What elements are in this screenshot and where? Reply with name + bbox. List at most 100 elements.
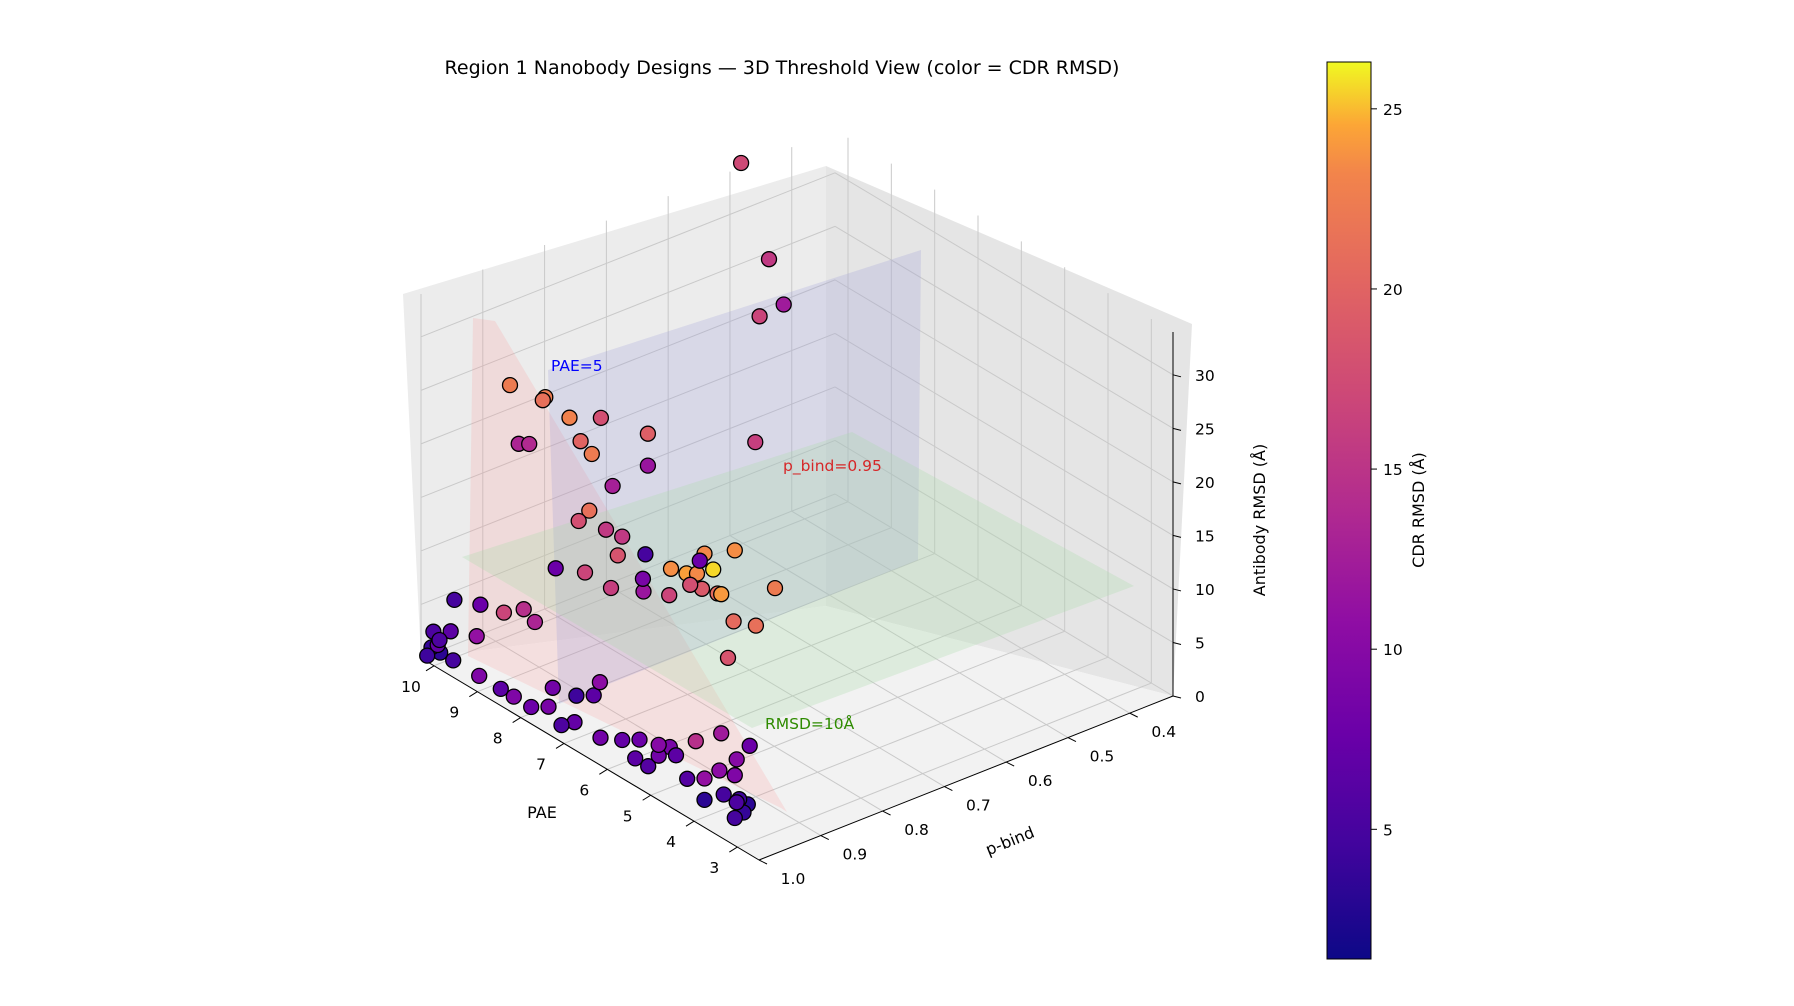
grid-line-z [420, 332, 836, 498]
data-point [614, 528, 631, 545]
x-tick-label: 7 [536, 755, 546, 773]
y-tick-label: 1.0 [781, 870, 806, 888]
data-point [760, 251, 778, 268]
data-point [747, 617, 765, 634]
data-point [544, 679, 561, 696]
data-point [472, 596, 489, 613]
data-point [609, 547, 626, 564]
data-point [728, 794, 745, 811]
axes-panes [403, 166, 1192, 860]
x-tick-label: 9 [449, 704, 459, 722]
x-tick-mark [599, 768, 608, 775]
annotation-pbind: p_bind=0.95 [783, 457, 882, 476]
data-point [547, 560, 564, 577]
data-point [732, 154, 750, 172]
z-tick-label: 15 [1195, 527, 1215, 545]
x-tick-mark [425, 665, 435, 672]
axis-lines [420, 332, 1182, 865]
y-tick-mark [944, 786, 953, 792]
z-tick-mark [1172, 427, 1182, 431]
data-point [534, 392, 551, 409]
grid-line-y [729, 535, 1069, 739]
data-point [540, 698, 557, 715]
chart-title: Region 1 Nanobody Designs — 3D Threshold… [445, 57, 1120, 79]
x-tick-mark [555, 743, 565, 749]
data-point [561, 409, 578, 426]
back-left-pane [403, 166, 826, 658]
x-tick-label: 5 [623, 807, 633, 825]
data-point [667, 747, 685, 764]
data-point [637, 546, 654, 563]
grid-line-x [737, 682, 1152, 848]
data-point [592, 729, 609, 746]
grid-line-z [834, 332, 1174, 536]
data-point [634, 570, 652, 587]
data-point [631, 731, 648, 748]
y-tick-label: 0.8 [904, 821, 929, 839]
data-point [492, 680, 509, 698]
data-point [614, 731, 631, 749]
grid-line-x [607, 604, 1022, 770]
x-axis-label: PAE [527, 803, 557, 822]
data-point [592, 409, 610, 427]
z-tick-label: 20 [1195, 474, 1215, 492]
colorbar: 5 10 15 20 25 CDR RMSD (Å) [1326, 61, 1428, 960]
data-point [726, 809, 743, 827]
data-point [570, 512, 587, 530]
data-point [766, 579, 784, 597]
back-right-pane [826, 166, 1192, 696]
z-tick-mark [1172, 374, 1182, 378]
data-point [471, 667, 488, 685]
data-point [726, 542, 743, 559]
y-axis-label: p-bind [983, 823, 1037, 860]
data-point [696, 791, 713, 809]
data-point [431, 631, 448, 649]
y-tick-mark [820, 835, 830, 840]
data-point [639, 425, 657, 442]
colorbar-tick-label: 25 [1383, 101, 1403, 119]
annotation-pae: PAE=5 [551, 357, 603, 375]
colorbar-label: CDR RMSD (Å) [1409, 452, 1428, 568]
grid-line-z [420, 279, 836, 445]
grid-line-y [482, 633, 822, 836]
data-point [713, 586, 730, 603]
grid-line-z [420, 440, 836, 605]
x-tick-mark [729, 846, 738, 853]
z-tick-mark [1172, 534, 1182, 538]
colorbar-ticks: 5 10 15 20 25 [1371, 101, 1403, 839]
colorbar-tick-label: 10 [1383, 641, 1403, 659]
data-point [662, 560, 680, 577]
floor-pane [421, 606, 1173, 860]
y-tick-label: 0.4 [1151, 723, 1176, 741]
z-tick-label: 30 [1195, 367, 1215, 385]
grid-line-z [834, 386, 1174, 590]
grid-line-z [834, 172, 1174, 376]
data-point [640, 758, 657, 775]
data-point [715, 786, 732, 803]
x-tick-label: 6 [579, 781, 589, 799]
x-tick-label: 8 [493, 730, 503, 748]
grid-line-x [563, 578, 979, 744]
data-point [728, 751, 745, 768]
data-point [568, 687, 585, 704]
y-tick-mark [882, 810, 891, 816]
grid-line-z [420, 493, 836, 659]
data-point [775, 296, 792, 313]
data-point [553, 716, 570, 734]
y-tick-label: 0.5 [1090, 748, 1115, 766]
z-tick-label: 5 [1195, 634, 1205, 652]
z-tick-label: 25 [1195, 420, 1215, 438]
data-point [604, 477, 621, 495]
data-point [747, 433, 764, 451]
data-point [572, 433, 589, 450]
grid-line-x [693, 656, 1109, 822]
data-point [661, 587, 678, 604]
y-tick-mark [1005, 761, 1015, 767]
data-point [719, 649, 737, 667]
data-point [501, 376, 519, 394]
grid-line-z [834, 440, 1174, 643]
data-point [576, 564, 594, 581]
grid-line-z [834, 493, 1174, 697]
grid-line-z [834, 225, 1174, 429]
